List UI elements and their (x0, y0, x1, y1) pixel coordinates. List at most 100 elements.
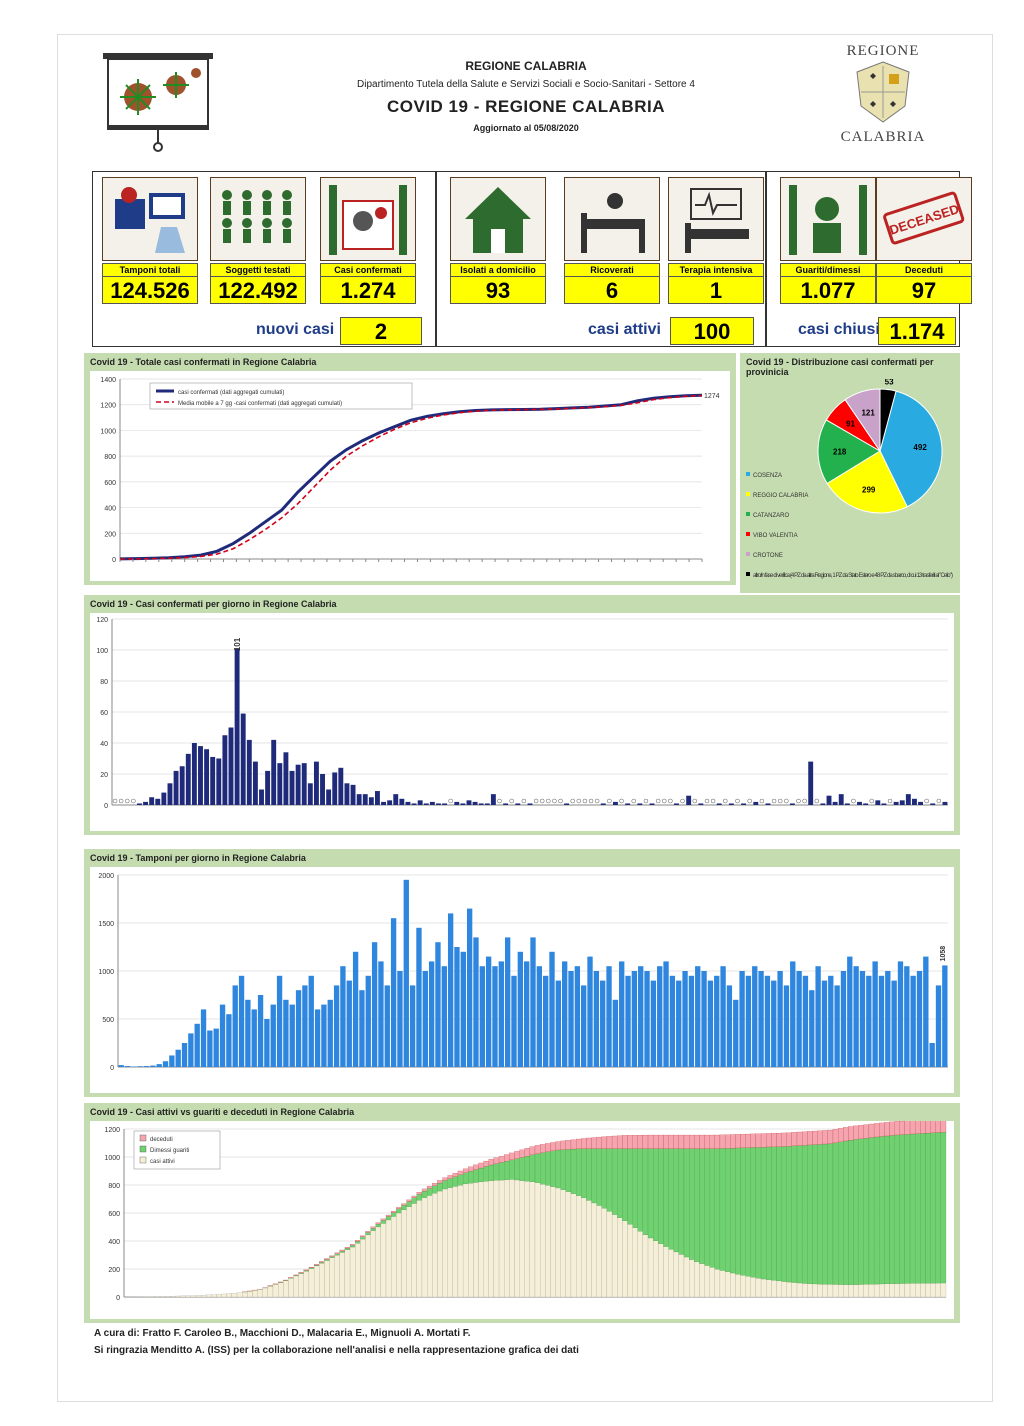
y-tick-label: 2000 (98, 873, 114, 880)
daily-case-bar (137, 803, 142, 805)
legend-swatch (139, 1156, 147, 1164)
deceased-bar (478, 1162, 484, 1169)
daily-case-bar (600, 803, 606, 805)
deceased-bar (781, 1132, 787, 1147)
swab-bar (942, 965, 948, 1067)
y-tick-label: 20 (100, 772, 108, 779)
zero-marker (735, 798, 740, 804)
active-bar (663, 1246, 669, 1298)
active-bar (226, 1293, 232, 1298)
pie-slice-label: 53 (885, 379, 894, 387)
swab-bar (625, 975, 631, 1067)
recovered-bar (678, 1148, 685, 1255)
active-bar (576, 1195, 582, 1298)
daily-case-bar (295, 764, 301, 805)
active-bar (740, 1275, 746, 1298)
active-bar (586, 1200, 592, 1298)
zero-marker (704, 798, 710, 804)
deceased-bar (349, 1244, 356, 1246)
swab-bar (847, 956, 853, 1067)
active-bar (879, 1283, 885, 1298)
swab-bar (828, 975, 834, 1067)
page-title: COVID 19 - REGIONE CALABRIA (387, 97, 665, 116)
active-bar (843, 1284, 849, 1298)
swab-bar (878, 975, 885, 1067)
zero-marker (112, 798, 118, 804)
swab-bar (676, 980, 682, 1067)
swab-bar (194, 1023, 200, 1067)
recovered-bar (909, 1133, 916, 1284)
recovered-bar (606, 1148, 613, 1212)
daily-case-bar (381, 801, 386, 805)
recovered-bar (760, 1147, 767, 1280)
recovered-bar (483, 1166, 489, 1182)
daily-case-bar (478, 803, 484, 805)
daily-case-bar (808, 761, 814, 805)
deceased-bar (796, 1131, 803, 1146)
regione-calabria-logo: REGIONE CALABRIA (838, 43, 928, 153)
daily-case-bar (893, 801, 899, 805)
active-bar (909, 1283, 916, 1298)
daily-case-bar (307, 783, 313, 805)
swab-bar (365, 975, 371, 1067)
active-bar (622, 1220, 628, 1298)
active-bar (750, 1277, 757, 1298)
deceased-bar (488, 1159, 495, 1166)
daily-case-bar (252, 761, 258, 805)
recovered-bar (683, 1148, 690, 1258)
swab-bar (663, 961, 669, 1067)
active-bar (653, 1240, 659, 1298)
active-bar (658, 1243, 664, 1298)
active-bar (427, 1195, 433, 1298)
deceased-bar (313, 1264, 320, 1266)
recovered-bar (611, 1148, 618, 1215)
zero-marker (594, 798, 600, 804)
recovered-bar (416, 1194, 423, 1201)
active-bar (190, 1295, 197, 1298)
legend-swatch (746, 492, 750, 496)
presentation-virus-icon (98, 45, 218, 155)
recovered-bar (329, 1256, 335, 1258)
deceased-bar (730, 1134, 736, 1149)
daily-case-bar (832, 801, 838, 805)
y-tick-label: 500 (102, 1017, 114, 1024)
recovered-bar (493, 1163, 500, 1181)
swab-bar (853, 966, 859, 1067)
y-tick-label: 600 (104, 480, 116, 487)
active-bar (257, 1289, 263, 1298)
deceased-bar (750, 1133, 757, 1148)
legend-label: deceduti (150, 1137, 173, 1143)
deceased-bar (668, 1134, 674, 1149)
swab-bar (289, 1004, 295, 1067)
active-bar (827, 1284, 834, 1298)
zero-marker (777, 798, 783, 804)
recovered-bar (581, 1148, 587, 1198)
deceased-bar (899, 1121, 906, 1135)
kpi-label: Soggetti testati (210, 263, 306, 276)
daily-case-bar (173, 770, 179, 805)
deceased-bar (468, 1166, 474, 1172)
swab-bar (650, 980, 657, 1067)
active-bar (437, 1190, 443, 1298)
recovered-bar (545, 1151, 551, 1186)
active-cases-label: casi attivi (588, 321, 661, 338)
daily-case-bar (436, 803, 441, 805)
deceased-bar (683, 1134, 690, 1149)
daily-case-bar (564, 803, 570, 805)
active-bar (211, 1294, 217, 1298)
recovered-bar (802, 1145, 808, 1284)
active-bar (154, 1296, 161, 1298)
daily-case-bar (930, 803, 936, 805)
recovered-bar (509, 1159, 515, 1180)
recovered-bar (488, 1164, 495, 1181)
active-bar (863, 1284, 870, 1298)
active-bar (689, 1259, 695, 1298)
kpi-label: Isolati a domicilio (450, 263, 546, 276)
deceased-bar (915, 1121, 921, 1134)
daily-case-bar (277, 763, 283, 805)
recovered-bar (843, 1140, 849, 1285)
recovered-bar (817, 1144, 823, 1285)
active-bar (786, 1281, 792, 1298)
legend-label: VIBO VALENTIA (753, 533, 798, 539)
swab-bar (169, 1055, 175, 1067)
